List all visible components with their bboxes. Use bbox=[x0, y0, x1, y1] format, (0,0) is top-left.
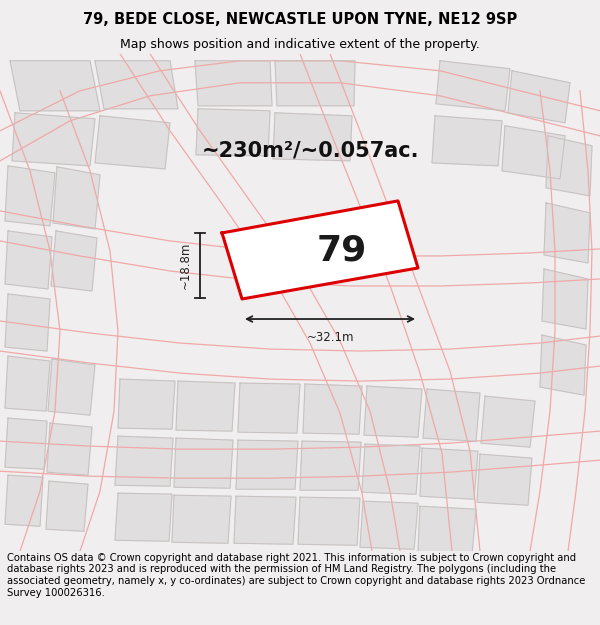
Text: ~32.1m: ~32.1m bbox=[306, 331, 354, 344]
Polygon shape bbox=[273, 112, 352, 161]
Text: 79, BEDE CLOSE, NEWCASTLE UPON TYNE, NE12 9SP: 79, BEDE CLOSE, NEWCASTLE UPON TYNE, NE1… bbox=[83, 12, 517, 27]
Polygon shape bbox=[5, 231, 52, 289]
Polygon shape bbox=[542, 269, 588, 329]
Polygon shape bbox=[481, 396, 535, 447]
Polygon shape bbox=[5, 418, 47, 469]
Polygon shape bbox=[222, 201, 418, 299]
Polygon shape bbox=[236, 440, 298, 489]
Text: Contains OS data © Crown copyright and database right 2021. This information is : Contains OS data © Crown copyright and d… bbox=[7, 552, 586, 598]
Polygon shape bbox=[360, 501, 418, 549]
Polygon shape bbox=[53, 167, 100, 229]
Text: ~230m²/~0.057ac.: ~230m²/~0.057ac. bbox=[201, 141, 419, 161]
Polygon shape bbox=[303, 384, 362, 434]
Polygon shape bbox=[546, 136, 592, 196]
Polygon shape bbox=[47, 423, 92, 475]
Polygon shape bbox=[544, 203, 590, 263]
Polygon shape bbox=[95, 116, 170, 169]
Polygon shape bbox=[508, 71, 570, 123]
Polygon shape bbox=[420, 448, 478, 499]
Polygon shape bbox=[12, 112, 95, 166]
Polygon shape bbox=[195, 61, 272, 106]
Polygon shape bbox=[118, 379, 175, 429]
Polygon shape bbox=[275, 61, 355, 106]
Polygon shape bbox=[418, 506, 476, 554]
Text: ~18.8m: ~18.8m bbox=[179, 242, 192, 289]
Polygon shape bbox=[432, 116, 502, 166]
Polygon shape bbox=[238, 383, 300, 433]
Polygon shape bbox=[423, 389, 480, 441]
Polygon shape bbox=[540, 335, 586, 395]
Polygon shape bbox=[172, 495, 231, 543]
Polygon shape bbox=[51, 231, 97, 291]
Polygon shape bbox=[95, 61, 178, 109]
Polygon shape bbox=[196, 109, 270, 156]
Polygon shape bbox=[5, 475, 43, 526]
Polygon shape bbox=[5, 294, 50, 351]
Polygon shape bbox=[300, 441, 361, 490]
Polygon shape bbox=[436, 61, 510, 111]
Polygon shape bbox=[477, 454, 532, 505]
Text: 79: 79 bbox=[317, 233, 367, 268]
Polygon shape bbox=[298, 498, 360, 545]
Polygon shape bbox=[174, 438, 233, 488]
Polygon shape bbox=[362, 444, 420, 494]
Polygon shape bbox=[48, 359, 95, 415]
Polygon shape bbox=[115, 436, 173, 486]
Polygon shape bbox=[5, 166, 55, 226]
Polygon shape bbox=[364, 386, 422, 437]
Text: Map shows position and indicative extent of the property.: Map shows position and indicative extent… bbox=[120, 38, 480, 51]
Polygon shape bbox=[176, 381, 235, 431]
Polygon shape bbox=[10, 61, 100, 111]
Polygon shape bbox=[115, 493, 172, 541]
Polygon shape bbox=[502, 126, 565, 179]
Polygon shape bbox=[234, 496, 296, 544]
Polygon shape bbox=[5, 356, 50, 411]
Polygon shape bbox=[46, 481, 88, 531]
